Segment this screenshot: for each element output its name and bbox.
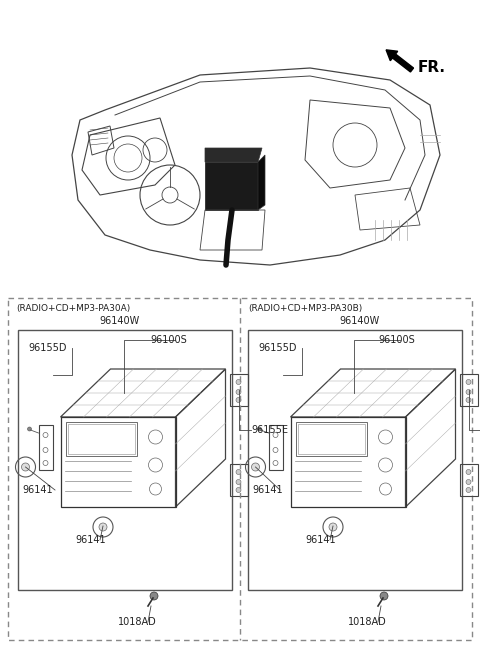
Text: 96100S: 96100S	[378, 335, 415, 345]
Polygon shape	[205, 162, 258, 210]
Text: FR.: FR.	[418, 60, 446, 75]
Text: 96155D: 96155D	[28, 343, 67, 353]
Bar	[38, 425, 52, 470]
Circle shape	[27, 427, 32, 431]
Text: 96155E: 96155E	[252, 425, 288, 435]
Circle shape	[466, 379, 471, 384]
Text: 96155D: 96155D	[258, 343, 297, 353]
Text: 1018AD: 1018AD	[348, 617, 387, 627]
Circle shape	[236, 398, 241, 403]
Bar	[459, 464, 478, 496]
Circle shape	[236, 470, 241, 474]
Text: 96100S: 96100S	[150, 335, 187, 345]
Circle shape	[99, 523, 107, 531]
Bar	[229, 464, 248, 496]
Circle shape	[466, 479, 471, 485]
Circle shape	[150, 592, 158, 600]
Bar	[248, 330, 462, 590]
Circle shape	[257, 427, 262, 431]
Text: 1018AD: 1018AD	[118, 617, 157, 627]
Bar	[60, 417, 176, 507]
Polygon shape	[205, 148, 262, 162]
Circle shape	[22, 463, 29, 471]
Circle shape	[236, 479, 241, 485]
Text: 96140W: 96140W	[340, 316, 380, 326]
Text: (RADIO+CD+MP3-PA30A): (RADIO+CD+MP3-PA30A)	[16, 304, 130, 313]
Bar	[68, 424, 135, 454]
Text: 96141: 96141	[22, 485, 53, 495]
Bar	[8, 298, 472, 640]
Bar	[459, 374, 478, 406]
Bar	[229, 374, 248, 406]
Circle shape	[236, 379, 241, 384]
Circle shape	[380, 592, 388, 600]
Bar	[65, 422, 137, 456]
Circle shape	[466, 487, 471, 493]
Polygon shape	[258, 155, 265, 210]
Text: 96141: 96141	[305, 535, 336, 545]
Text: 96140W: 96140W	[100, 316, 140, 326]
Text: 96141: 96141	[252, 485, 283, 495]
Circle shape	[466, 470, 471, 474]
Bar	[18, 330, 232, 590]
Circle shape	[466, 398, 471, 403]
Bar	[298, 424, 365, 454]
Circle shape	[252, 463, 260, 471]
Circle shape	[236, 487, 241, 493]
FancyArrow shape	[386, 50, 414, 72]
Circle shape	[329, 523, 337, 531]
Bar	[290, 417, 406, 507]
Circle shape	[236, 390, 241, 394]
Text: 96141: 96141	[75, 535, 106, 545]
Bar	[296, 422, 367, 456]
Text: (RADIO+CD+MP3-PA30B): (RADIO+CD+MP3-PA30B)	[248, 304, 362, 313]
Bar	[268, 425, 283, 470]
Circle shape	[466, 390, 471, 394]
